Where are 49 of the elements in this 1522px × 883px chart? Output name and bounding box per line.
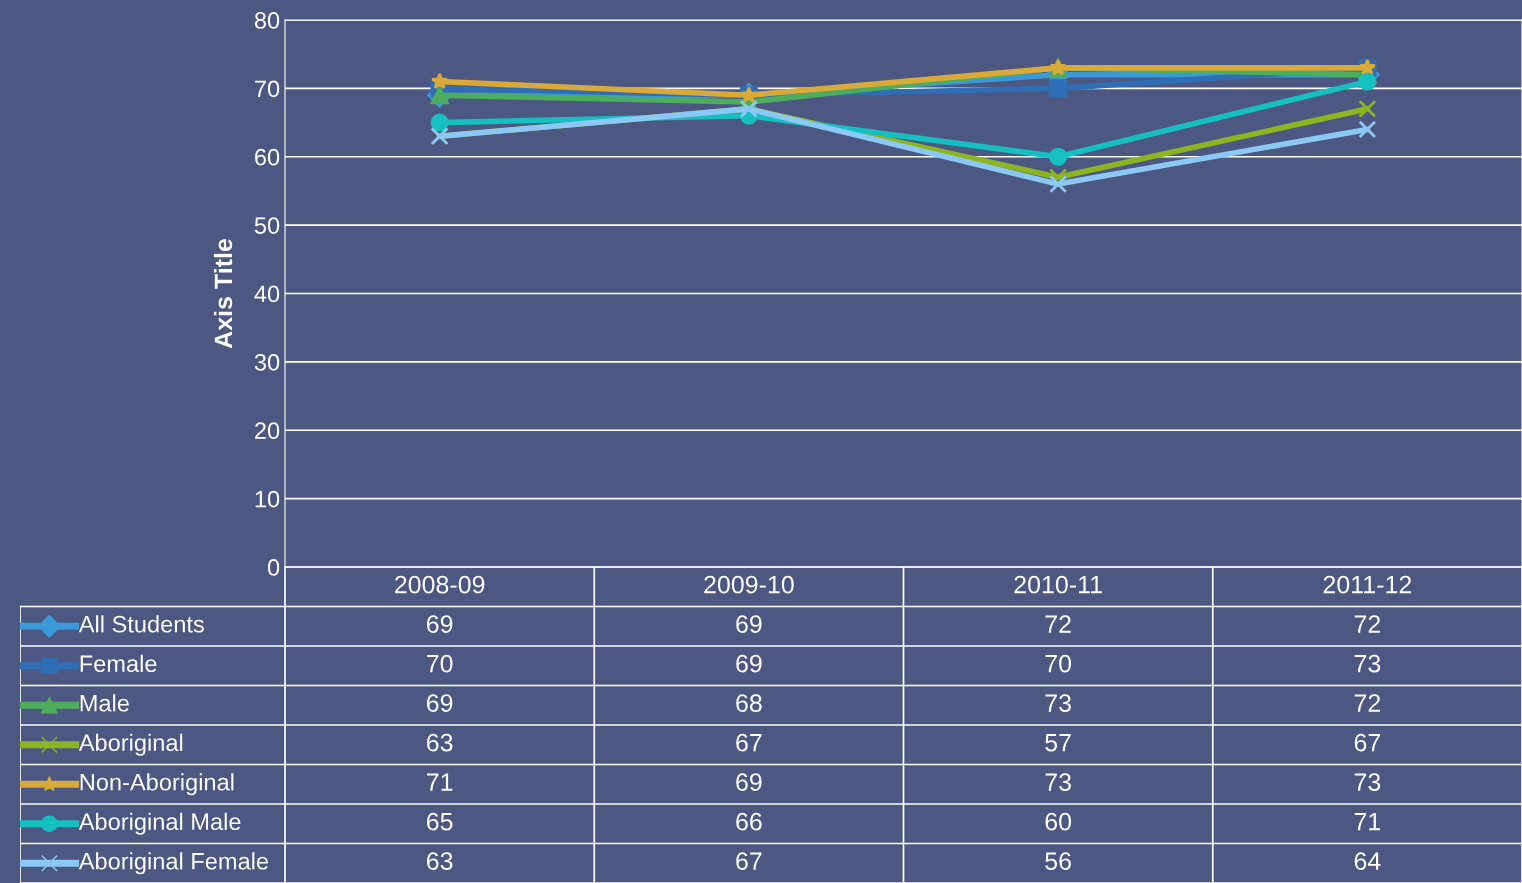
legend-label: Non-Aboriginal [80,773,234,796]
data-label: 72 [1045,615,1071,633]
data-label: 73 [1354,654,1381,673]
y-tick-label: 0 [267,559,280,576]
data-label: 68 [736,694,762,712]
data-label: 64 [1354,852,1381,870]
data-label: 71 [1354,813,1381,831]
legend-label: All Students [78,615,204,633]
legend-label: Aboriginal [78,733,183,756]
y-tick-label: 60 [255,148,280,166]
data-label: 69 [736,773,762,791]
data-label: 71 [427,773,453,791]
data-label: 66 [736,812,762,831]
y-axis-title: Axis Title [213,239,233,349]
y-tick-label: 40 [254,285,280,303]
legend-label: Female [80,654,157,673]
data-label: 70 [427,654,453,673]
data-label: 73 [1045,773,1071,791]
x-tick-label: 2009-10 [704,575,794,594]
data-label: 63 [426,852,453,870]
data-label: 69 [736,654,762,673]
y-tick-label: 10 [255,490,280,508]
y-tick-label: 80 [254,12,280,29]
data-label: 70 [1045,654,1072,673]
data-label: 69 [736,615,762,633]
y-tick-label: 30 [254,353,280,371]
data-label: 57 [1045,734,1071,752]
data-label: 73 [1045,694,1071,712]
data-label: 67 [1354,733,1381,752]
data-label: 56 [1045,852,1071,870]
data-label: 72 [1354,615,1381,633]
x-tick-label: 2010-11 [1014,575,1102,594]
data-label: 67 [736,733,762,752]
data-label: 65 [426,812,453,831]
x-tick-label: 2008-09 [395,575,485,594]
data-label: 69 [426,694,453,712]
y-tick-label: 70 [255,80,280,98]
y-tick-label: 20 [255,422,280,440]
data-label: 72 [1354,694,1381,712]
data-label: 60 [1045,812,1072,831]
data-label: 69 [426,615,453,633]
legend-label: Aboriginal Male [78,812,241,835]
legend-label: Male [80,694,129,712]
data-label: 73 [1354,773,1381,791]
data-label: 67 [736,852,762,870]
data-label: 63 [426,733,453,752]
y-tick-label: 50 [254,217,280,234]
legend-label: Aboriginal Female [78,852,268,875]
x-tick-label: 2011-12 [1323,575,1412,594]
